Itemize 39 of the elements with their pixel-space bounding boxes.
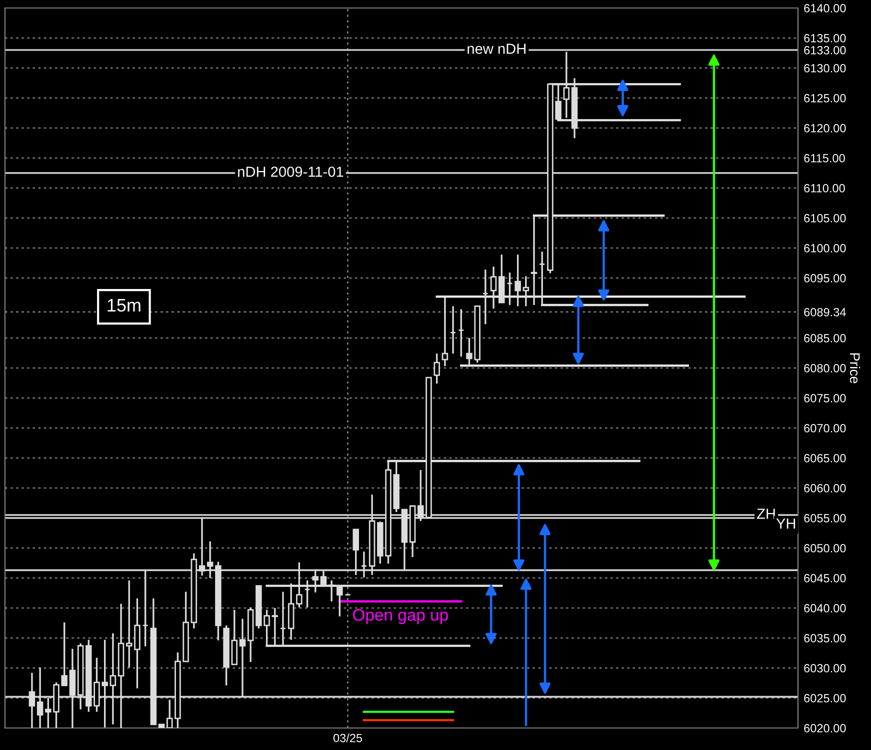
y-tick-label: 6035.00 [804,634,846,642]
y-tick-label: 6140.00 [804,4,846,12]
y-tick-label: 6040.00 [804,604,846,612]
y-tick-label: 6080.00 [804,364,846,372]
candlestick [458,308,464,358]
ref-line-label: nDH 2009-11-01 [238,166,344,177]
y-tick-label: 6130.00 [804,64,846,72]
y-tick-label: 6060.00 [804,484,846,492]
y-tick-label: 6125.00 [804,94,846,102]
y-tick-label: 6030.00 [804,664,846,672]
y-tick-label: 6045.00 [804,574,846,582]
y-tick-label: 6070.00 [804,424,846,432]
y-axis-title: Price [850,353,860,384]
candlestick [166,698,173,728]
y-tick-label: 6135.00 [804,34,846,42]
candlestick [231,608,238,666]
annotation: 15m [108,299,140,312]
y-tick-label: 6133.00 [804,46,846,54]
y-tick-label: 6115.00 [804,154,845,162]
y-tick-label: 6095.00 [804,274,846,282]
x-tick-label: 03/25 [333,734,362,742]
y-tick-label: 6105.00 [804,214,846,222]
y-tick-label: 6025.00 [804,694,846,702]
series-label: Open gap up [353,609,448,624]
y-tick-label: 6020.00 [804,724,846,732]
candlestick [434,352,440,384]
y-tick-label: 6089.34 [804,308,846,316]
ref-line-label: YH [776,518,796,529]
y-tick-label: 6085.00 [804,334,846,342]
candlestick [450,305,456,354]
y-tick-label: 6100.00 [804,244,846,252]
ref-line-label: new nDH [468,44,526,54]
ref-line-label: ZH [757,508,775,519]
y-tick-label: 6065.00 [804,454,846,462]
y-tick-label: 6055.00 [804,514,846,522]
y-tick-label: 6120.00 [804,124,846,132]
y-tick-label: 6050.00 [804,544,846,552]
y-tick-label: 6110.00 [804,184,845,192]
y-tick-label: 6075.00 [804,394,846,402]
